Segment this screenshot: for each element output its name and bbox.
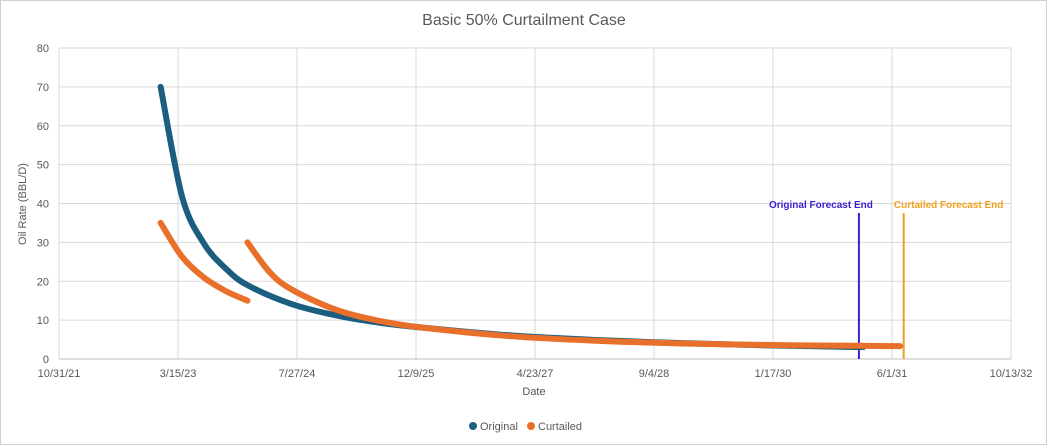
legend-label-curtailed: Curtailed	[538, 421, 582, 433]
y-tick-label: 80	[37, 43, 49, 55]
legend-marker-original	[469, 422, 477, 430]
x-tick-label: 4/23/27	[517, 368, 554, 380]
series-curtailed-line	[157, 219, 251, 304]
y-axis-title: Oil Rate (BBL/D)	[17, 163, 29, 245]
y-tick-label: 0	[43, 354, 49, 366]
legend-label-original: Original	[480, 421, 518, 433]
series-lines	[157, 83, 904, 351]
forecast-end-label: Original Forecast End	[769, 200, 873, 211]
y-tick-label: 50	[37, 160, 49, 172]
legend-marker-curtailed	[527, 422, 535, 430]
x-tick-label: 9/4/28	[639, 368, 670, 380]
x-tick-label: 10/13/32	[990, 368, 1033, 380]
x-tick-label: 10/31/21	[38, 368, 81, 380]
x-tick-label: 6/1/31	[877, 368, 908, 380]
chart-title: Basic 50% Curtailment Case	[422, 12, 626, 29]
y-tick-label: 10	[37, 315, 49, 327]
x-tick-label: 1/17/30	[755, 368, 792, 380]
y-tick-label: 60	[37, 121, 49, 133]
y-tick-label: 70	[37, 82, 49, 94]
y-tick-label: 40	[37, 199, 49, 211]
x-tick-label: 3/15/23	[160, 368, 197, 380]
legend: Original Curtailed	[469, 421, 582, 433]
gridlines	[58, 47, 1012, 360]
forecast-end-label: Curtailed Forecast End	[894, 200, 1003, 211]
tick-labels: 0 10 20 30 40 50 60 70 80 10/31/21 3/15/23 7/27/24 1…	[37, 43, 1033, 380]
y-tick-label: 30	[37, 237, 49, 249]
annotations: Original Forecast End Curtailed Forecast …	[769, 200, 1003, 359]
series-curtailed-line	[244, 239, 904, 350]
y-tick-label: 20	[37, 276, 49, 288]
x-axis-title: Date	[522, 386, 545, 398]
x-tick-label: 7/27/24	[279, 368, 316, 380]
x-tick-label: 12/9/25	[398, 368, 435, 380]
